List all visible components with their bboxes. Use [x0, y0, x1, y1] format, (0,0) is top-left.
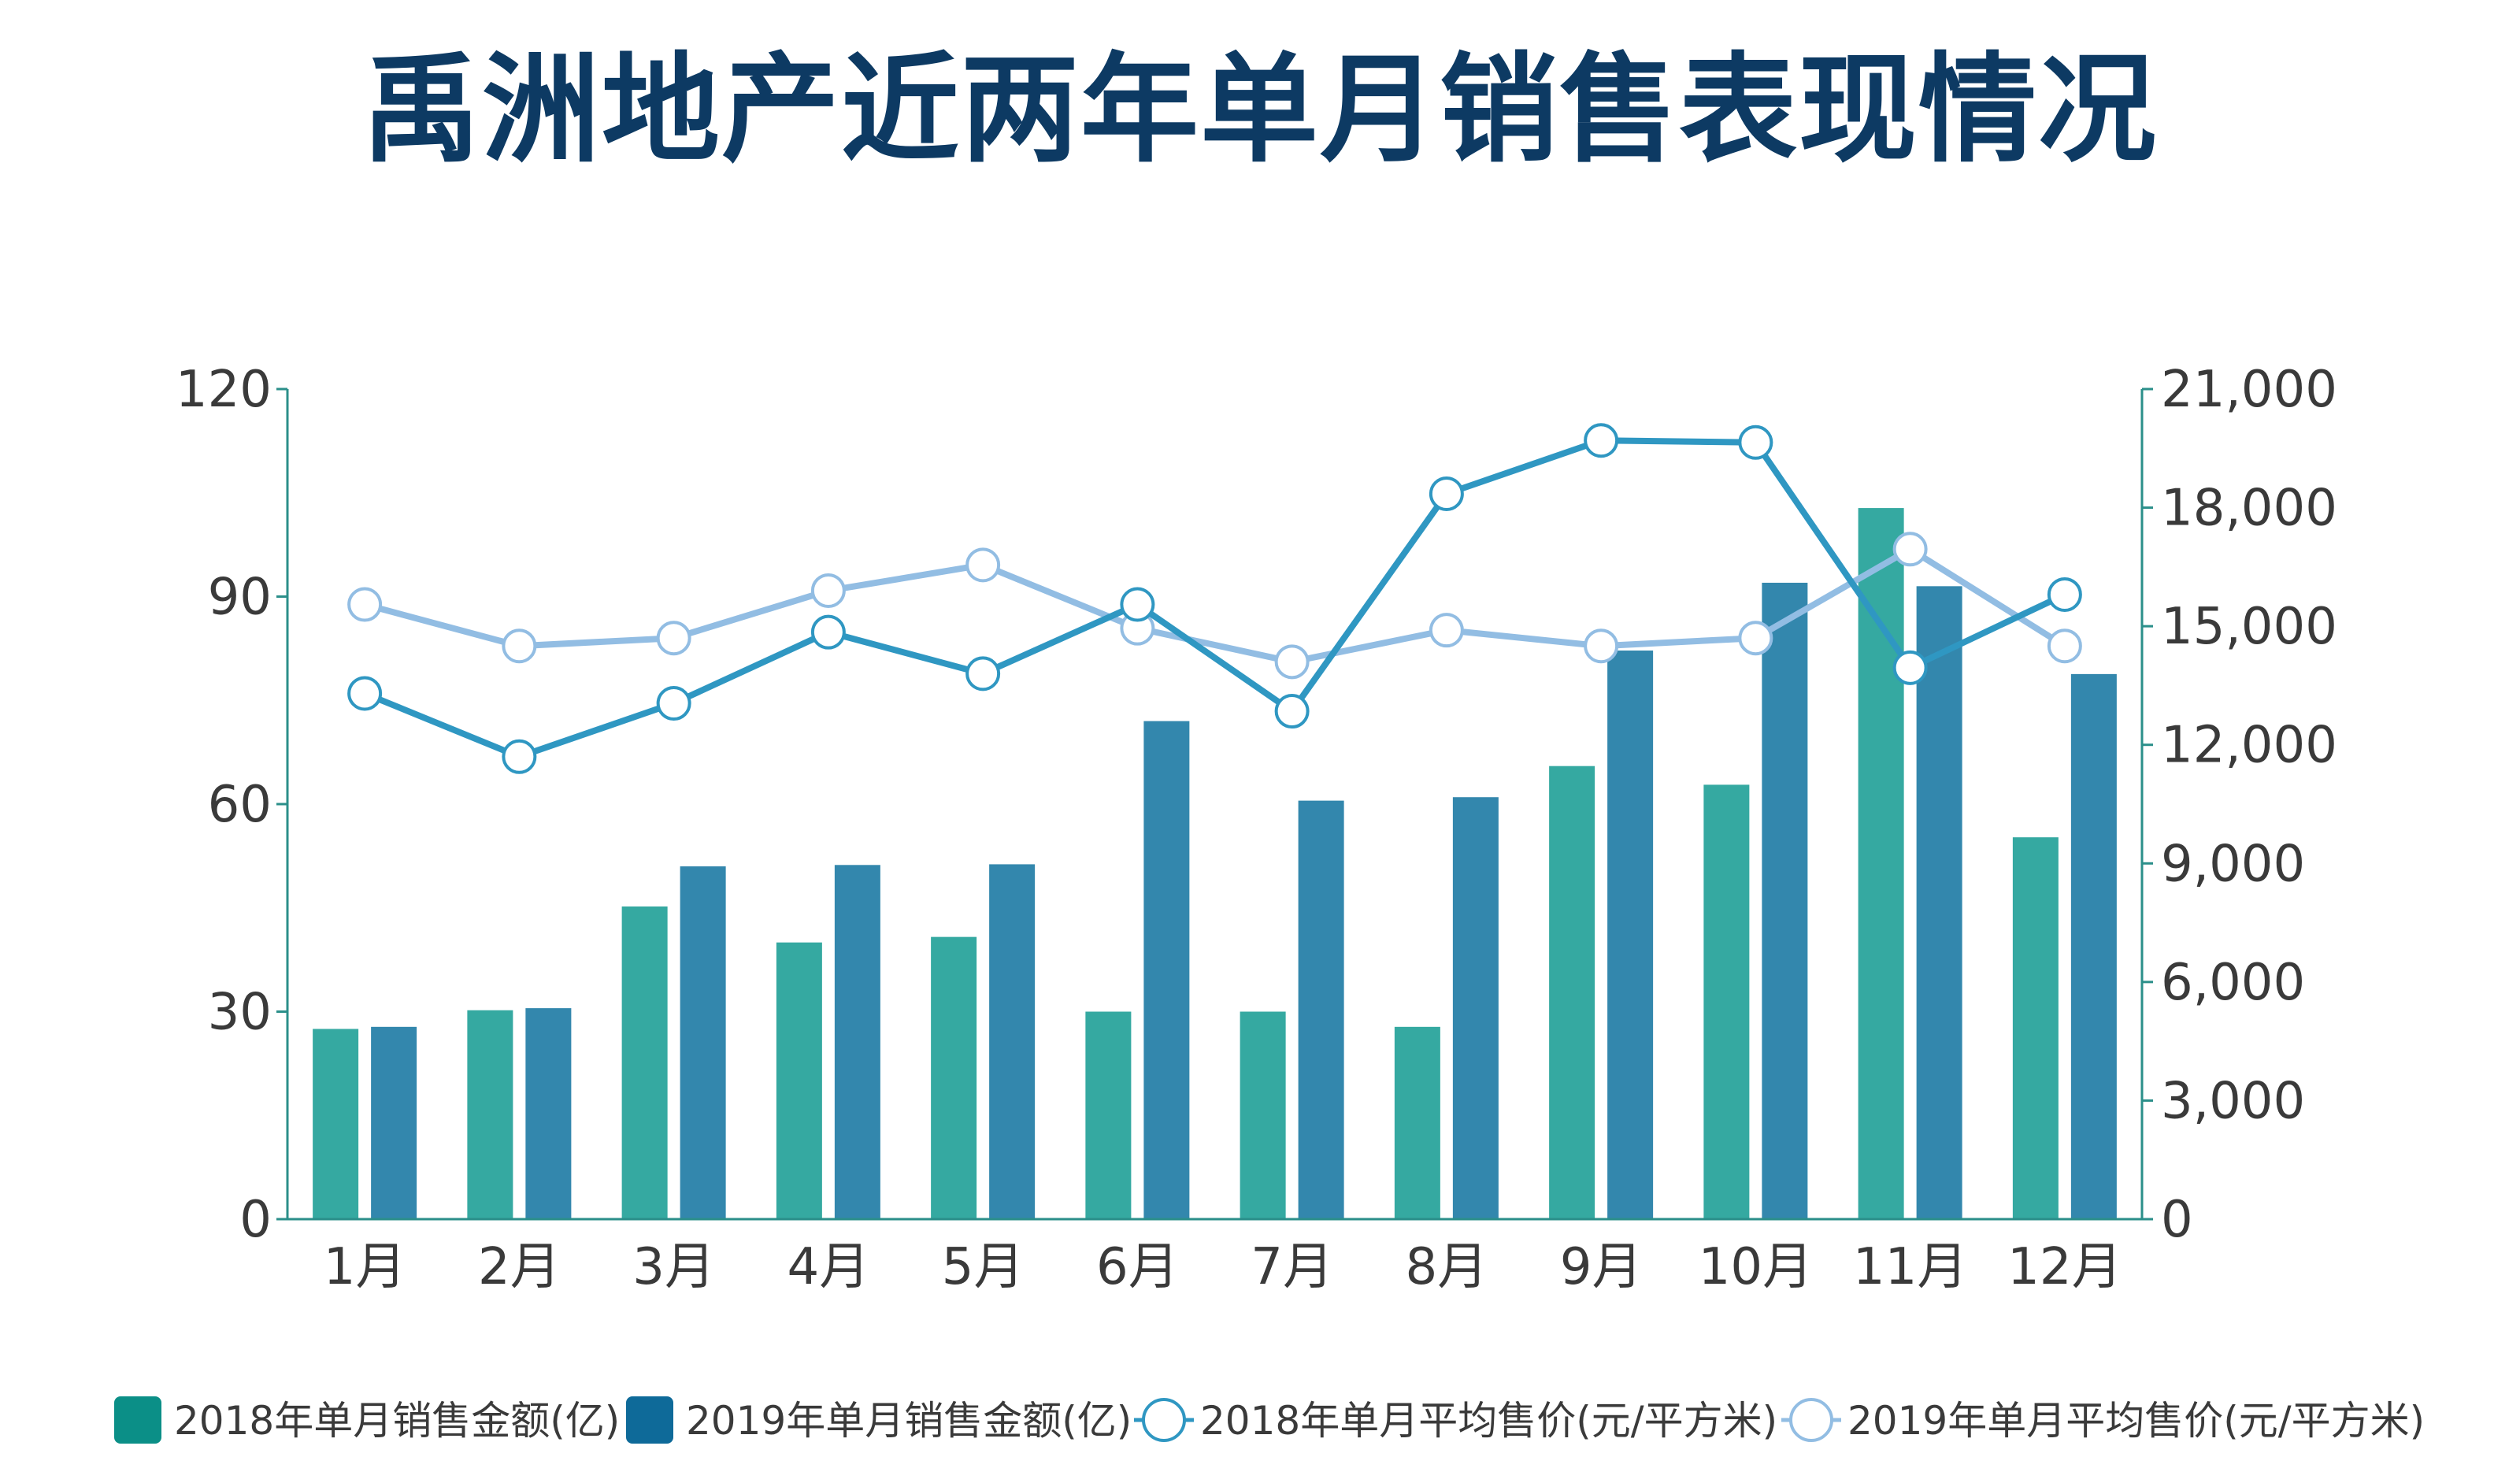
price-point-2018-1 [347, 676, 383, 711]
x-tick-label: 4月 [788, 1238, 870, 1296]
bar-2018-8 [1394, 1026, 1440, 1219]
bar-2018-2 [467, 1010, 513, 1219]
price-point-2019-4 [810, 573, 846, 608]
x-tick-label: 10月 [1699, 1238, 1813, 1296]
price-point-2019-10 [1738, 621, 1773, 656]
bar-2018-5 [931, 936, 977, 1219]
price-point-2019-1 [347, 587, 383, 622]
price-point-2019-7 [1274, 644, 1310, 680]
bar-2019-5 [989, 864, 1036, 1219]
chart-title: 禹洲地产近两年单月销售表现情况 [361, 42, 2158, 179]
x-tick-label: 3月 [632, 1238, 715, 1296]
price-point-2018-9 [1584, 423, 1619, 458]
x-tick-label: 8月 [1406, 1238, 1488, 1296]
x-tick-label: 1月 [324, 1238, 406, 1296]
bar-2019-8 [1452, 797, 1499, 1219]
price-point-2018-6 [1120, 587, 1155, 622]
left-tick-label: 30 [208, 984, 272, 1042]
right-tick-label: 9,000 [2161, 835, 2305, 893]
legend-2018-price-marker [1142, 1398, 1186, 1442]
lines-layer [347, 423, 2082, 774]
legend-2018-sales-swatch [114, 1396, 161, 1444]
legend-2019-price-label: 2019年单月平均售价(元/平方米) [1847, 1398, 2425, 1444]
x-tick-label: 12月 [2007, 1238, 2122, 1296]
price-point-2019-11 [1892, 532, 1928, 567]
price-point-2018-10 [1738, 424, 1773, 460]
left-tick-label: 90 [208, 569, 272, 627]
bar-2018-10 [1703, 784, 1750, 1219]
price-point-2019-2 [502, 628, 537, 664]
price-point-2018-7 [1274, 694, 1310, 729]
x-tick-label: 5月 [942, 1238, 1025, 1296]
price-point-2018-3 [656, 686, 691, 721]
price-point-2018-12 [2047, 576, 2082, 612]
bar-2018-11 [1858, 508, 1904, 1219]
bar-2019-11 [1916, 586, 1962, 1219]
right-tick-label: 6,000 [2161, 954, 2305, 1012]
x-tick-label: 6月 [1096, 1238, 1179, 1296]
legend: 2018年单月销售金额(亿) 2019年单月销售金额(亿) 2018年单月平均售价(… [114, 1396, 2425, 1444]
bar-2019-6 [1143, 721, 1190, 1219]
legend-2019-sales-label: 2019年单月销售金额(亿) [686, 1398, 1132, 1444]
labels-layer: 0 30 60 90 120 0 3,000 6,000 9,000 12,000 15,000 18… [176, 361, 2337, 1296]
bar-2019-4 [834, 865, 880, 1219]
right-tick-label: 21,000 [2161, 361, 2337, 419]
legend-2018-price-label: 2018年单月平均售价(元/平方米) [1200, 1398, 1777, 1444]
bar-2019-10 [1762, 582, 1808, 1219]
bar-2019-7 [1298, 800, 1344, 1219]
x-tick-label: 11月 [1853, 1238, 1967, 1296]
bar-2018-12 [2012, 837, 2059, 1219]
left-tick-label: 120 [176, 361, 272, 419]
price-point-2019-3 [656, 621, 691, 656]
price-point-2018-11 [1892, 650, 1928, 685]
price-point-2018-4 [810, 614, 846, 650]
x-tick-label: 2月 [478, 1238, 561, 1296]
price-point-2019-12 [2047, 628, 2082, 664]
right-tick-label: 12,000 [2161, 717, 2337, 775]
bar-2018-9 [1549, 766, 1595, 1219]
bar-2018-7 [1240, 1011, 1286, 1219]
left-tick-label: 0 [239, 1191, 272, 1249]
price-point-2019-9 [1584, 628, 1619, 664]
legend-2019-price-marker [1789, 1398, 1833, 1442]
bar-2019-3 [680, 866, 726, 1219]
bar-2019-12 [2070, 673, 2117, 1219]
price-point-2018-5 [965, 656, 1001, 691]
bar-2018-6 [1085, 1011, 1132, 1219]
price-line-2018 [363, 437, 2066, 760]
price-point-2019-5 [965, 547, 1001, 583]
right-tick-label: 0 [2161, 1191, 2193, 1249]
price-point-2019-8 [1429, 613, 1464, 648]
bar-2019-2 [525, 1008, 572, 1219]
bar-2019-9 [1607, 651, 1654, 1219]
bar-2018-3 [621, 906, 668, 1219]
x-tick-label: 9月 [1560, 1238, 1643, 1296]
left-tick-label: 60 [208, 776, 272, 834]
axes-layer [276, 387, 2153, 1221]
bars-layer [313, 508, 2117, 1219]
bar-2018-4 [776, 942, 822, 1219]
price-point-2018-2 [502, 739, 537, 774]
x-tick-label: 7月 [1251, 1238, 1333, 1296]
price-line-2019 [364, 546, 2066, 665]
right-tick-label: 18,000 [2161, 480, 2337, 538]
legend-2018-sales-label: 2018年单月销售金额(亿) [174, 1398, 620, 1444]
bar-2018-1 [313, 1029, 359, 1219]
right-tick-label: 3,000 [2161, 1072, 2305, 1130]
bar-2019-1 [371, 1026, 417, 1219]
right-tick-label: 15,000 [2161, 598, 2337, 656]
legend-2019-sales-swatch [626, 1396, 673, 1444]
price-point-2018-8 [1429, 476, 1464, 512]
